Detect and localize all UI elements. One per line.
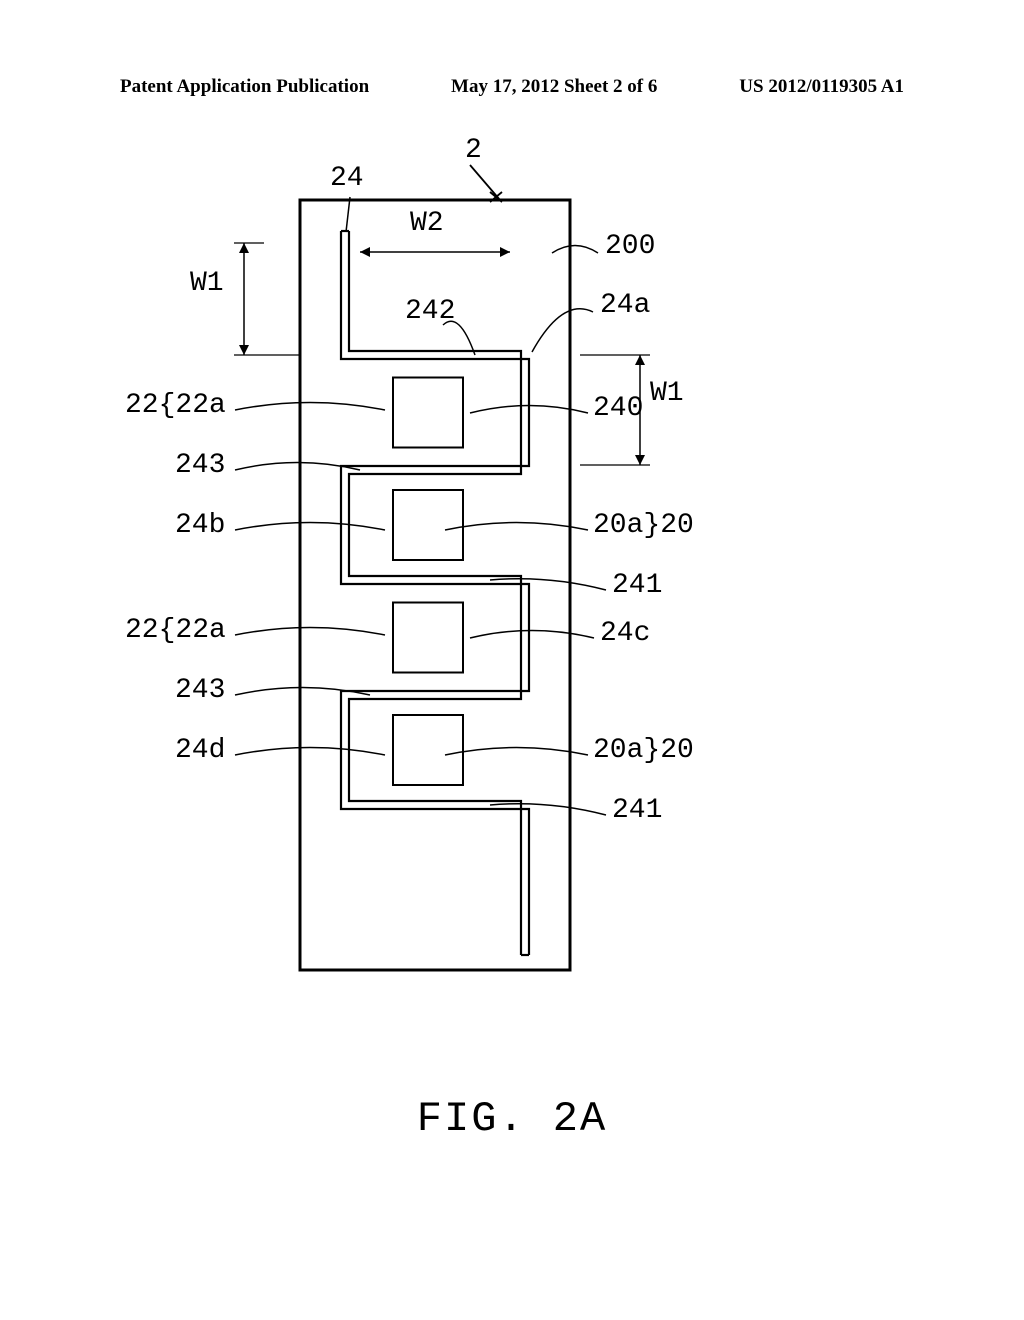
svg-text:20a}20: 20a}20: [593, 510, 694, 541]
svg-text:W2: W2: [410, 208, 444, 239]
svg-text:22{22a: 22{22a: [125, 390, 226, 421]
svg-text:24: 24: [330, 163, 364, 194]
svg-text:24a: 24a: [600, 290, 650, 321]
svg-text:243: 243: [175, 450, 225, 481]
svg-text:240: 240: [593, 393, 643, 424]
svg-text:241: 241: [612, 795, 662, 826]
svg-text:20a}20: 20a}20: [593, 735, 694, 766]
svg-text:22{22a: 22{22a: [125, 615, 226, 646]
figure-caption: FIG. 2A: [417, 1095, 607, 1143]
svg-text:24b: 24b: [175, 510, 225, 541]
svg-text:200: 200: [605, 231, 655, 262]
svg-text:24d: 24d: [175, 735, 225, 766]
svg-text:24c: 24c: [600, 618, 650, 649]
svg-text:W1: W1: [650, 378, 684, 409]
svg-text:W1: W1: [190, 268, 224, 299]
svg-text:241: 241: [612, 570, 662, 601]
patent-diagram: W1 W2 W1 2 24 200 242 24a 22{22a 240 243 24b 20a}20 2…: [0, 0, 1024, 1100]
svg-text:242: 242: [405, 296, 455, 327]
svg-text:243: 243: [175, 675, 225, 706]
svg-text:2: 2: [465, 135, 482, 166]
